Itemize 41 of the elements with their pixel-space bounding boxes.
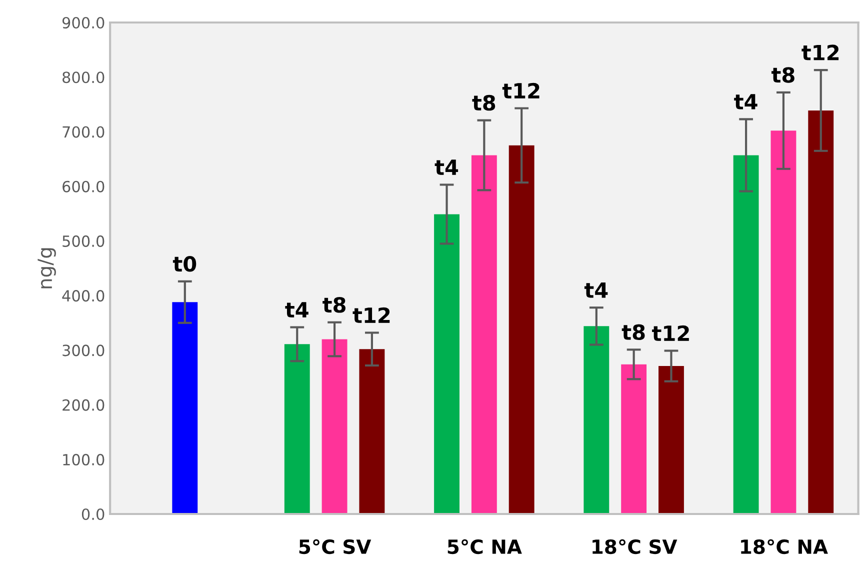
y-tick-label: 0.0 xyxy=(82,508,104,520)
y-tick-label: 700.0 xyxy=(62,126,104,138)
text: t8 xyxy=(472,94,496,111)
bar xyxy=(322,339,348,514)
text: t12 xyxy=(502,82,540,98)
y-tick-label: 900.0 xyxy=(62,16,104,29)
x-tick-label: 18°C NA xyxy=(741,539,828,554)
y-axis-title: ng/g xyxy=(38,248,56,288)
x-tick-label: 18°C SV xyxy=(592,539,678,554)
text: t8 xyxy=(772,67,794,83)
text: t8 xyxy=(322,296,346,313)
bar xyxy=(172,302,198,514)
bar xyxy=(733,155,759,514)
bar xyxy=(434,214,460,514)
bar xyxy=(508,145,534,514)
bar xyxy=(658,366,684,514)
series-label: t4 xyxy=(285,302,308,318)
y-tick-label: 800.0 xyxy=(62,72,104,84)
series-label: t0 xyxy=(172,256,196,272)
text: t4 xyxy=(434,160,458,175)
text: t12 xyxy=(352,307,390,323)
text: t4 xyxy=(584,282,608,298)
y-tick-label: 300.0 xyxy=(62,344,104,356)
text: t4 xyxy=(734,94,758,110)
bar xyxy=(770,130,796,514)
y-tick-label: 100.0 xyxy=(63,454,104,466)
y-tick-label: 600.0 xyxy=(62,180,104,192)
y-tick-label: 200.0 xyxy=(62,399,104,411)
x-tick-label: 5°C SV xyxy=(299,539,372,554)
x-tick-label: 5°C NA xyxy=(448,539,522,554)
bar xyxy=(621,364,647,514)
series-label: t8 xyxy=(622,324,645,340)
bar xyxy=(359,349,385,514)
bar xyxy=(808,110,834,514)
bar xyxy=(584,326,610,514)
bar xyxy=(284,344,310,514)
text: t12 xyxy=(802,44,839,60)
y-tick-label: 400.0 xyxy=(62,290,104,302)
series-label: t12 xyxy=(652,325,689,341)
bar xyxy=(471,155,497,514)
y-tick-label: 500.0 xyxy=(62,235,104,247)
